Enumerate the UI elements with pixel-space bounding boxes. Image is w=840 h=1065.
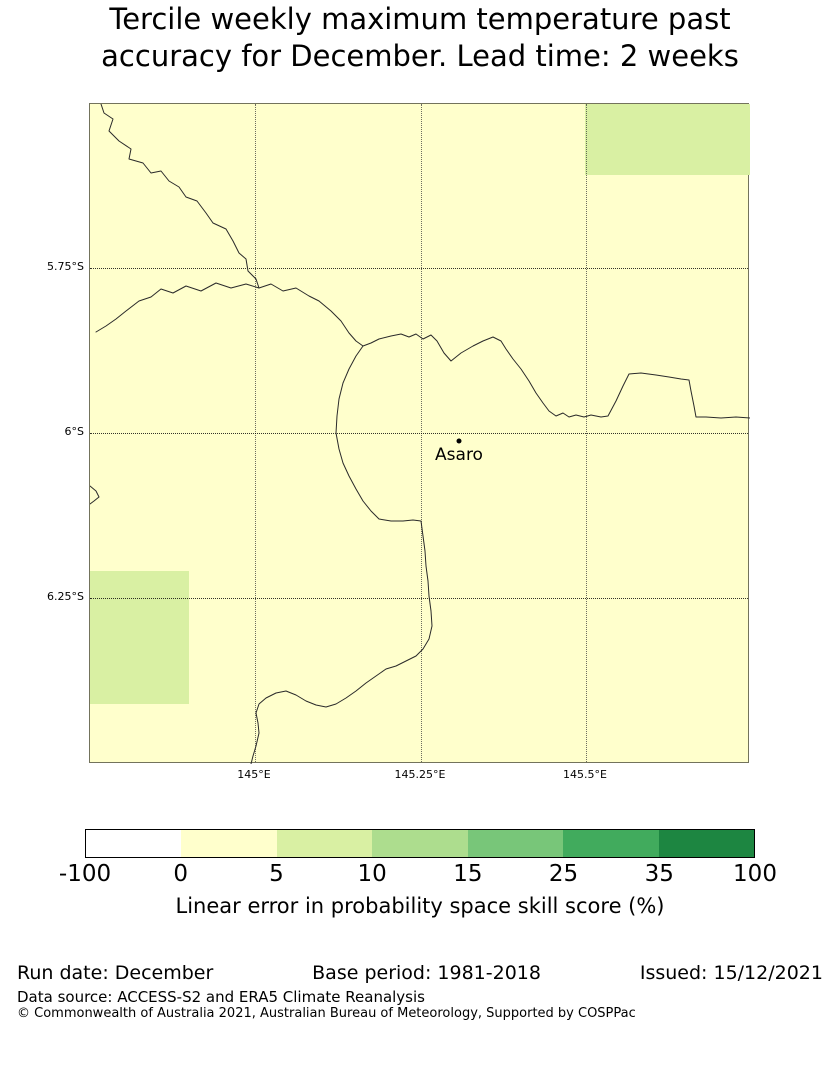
colorbar xyxy=(85,829,755,858)
colorbar-tick-label: 15 xyxy=(453,861,483,887)
coastline-path xyxy=(250,345,433,764)
latitude-gridline xyxy=(90,433,748,434)
colorbar-tick-label: 10 xyxy=(357,861,387,887)
colorbar-segment xyxy=(563,830,659,857)
colorbar-segment xyxy=(276,830,373,857)
colorbar-label: Linear error in probability space skill … xyxy=(175,894,665,918)
chart-title-line-1: Tercile weekly maximum temperature past xyxy=(109,2,731,36)
latitude-gridline xyxy=(90,268,748,269)
colorbar-tick-label: 25 xyxy=(548,861,579,887)
colorbar-tick-label: -100 xyxy=(58,861,112,887)
copyright-text: © Commonwealth of Australia 2021, Austra… xyxy=(17,1006,636,1021)
colorbar-tick-label: 5 xyxy=(269,861,284,887)
chart-title: Tercile weekly maximum temperature past … xyxy=(0,1,840,75)
x-tick-label: 145.5°E xyxy=(563,768,607,781)
colorbar-tick-label: 0 xyxy=(173,861,189,887)
footer-row: Run date: December Base period: 1981-201… xyxy=(17,962,823,984)
data-source-text: Data source: ACCESS-S2 and ERA5 Climate … xyxy=(17,988,425,1006)
coastline-path xyxy=(90,485,100,505)
colorbar-segment xyxy=(372,830,468,857)
base-period-text: Base period: 1981-2018 xyxy=(312,962,541,984)
asaro-marker-dot xyxy=(456,438,462,444)
coastline-path xyxy=(100,104,260,289)
issued-text: Issued: 15/12/2021 xyxy=(639,962,823,984)
colorbar-segment xyxy=(86,830,182,857)
coastline-path xyxy=(258,283,364,347)
skill-region-patch-northeast xyxy=(585,104,750,175)
colorbar-segment xyxy=(467,830,564,857)
colorbar-tick-label: 100 xyxy=(733,861,777,887)
skill-region-patch-west xyxy=(90,571,189,704)
y-tick-label: 6°S xyxy=(64,425,84,438)
run-date-text: Run date: December xyxy=(17,962,214,984)
chart-title-line-2: accuracy for December. Lead time: 2 week… xyxy=(101,39,739,73)
colorbar-segment xyxy=(181,830,277,857)
x-tick-label: 145.25°E xyxy=(394,768,446,781)
y-tick-label: 5.75°S xyxy=(47,260,84,273)
coastline-path xyxy=(95,282,260,333)
x-tick-label: 145°E xyxy=(237,768,271,781)
colorbar-ticks: -100 0 5 10 15 25 35 100 xyxy=(59,861,777,893)
place-label-asaro: Asaro xyxy=(435,445,483,465)
colorbar-tick-label: 35 xyxy=(644,861,674,887)
map-canvas: Asaro xyxy=(89,103,750,764)
latitude-gridline xyxy=(90,598,748,599)
colorbar-segment xyxy=(658,830,754,857)
y-tick-label: 6.25°S xyxy=(47,590,84,603)
coastline-svg xyxy=(90,104,750,764)
coastline-path xyxy=(362,333,750,419)
